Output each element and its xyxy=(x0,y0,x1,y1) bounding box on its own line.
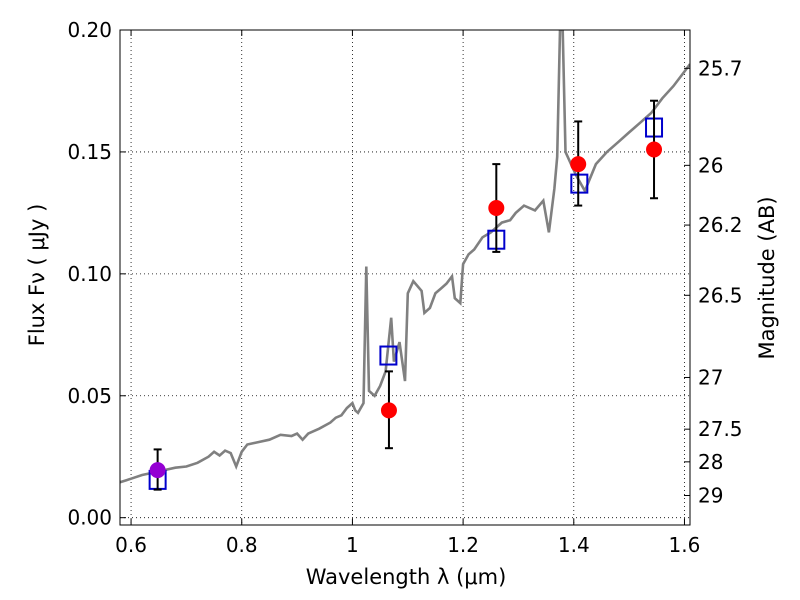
y2-tick-label: 29 xyxy=(698,483,723,507)
y-axis-label: Flux Fν ( μJy ) xyxy=(25,204,49,347)
plot-frame xyxy=(119,29,691,526)
model-spectrum-line xyxy=(120,30,690,484)
observed-photometry-point xyxy=(570,156,587,173)
y2-tick-label: 25.7 xyxy=(698,56,743,80)
y2-tick-label: 27 xyxy=(698,365,723,389)
observed-photometry-point xyxy=(646,141,663,158)
y2-tick-label: 26 xyxy=(698,153,723,177)
plot-area xyxy=(120,30,690,491)
x-tick-label: 1.2 xyxy=(447,533,479,557)
x-tick-label: 1.4 xyxy=(558,533,590,557)
x-axis-label: Wavelength λ (μm) xyxy=(306,565,507,589)
y2-tick-label: 26.5 xyxy=(698,283,743,307)
observed-photometry-point xyxy=(380,402,397,419)
y-tick-label: 0.00 xyxy=(67,506,112,530)
y-tick-label: 0.20 xyxy=(67,18,112,42)
y2-tick-label: 27.5 xyxy=(698,417,743,441)
x-tick-label: 1 xyxy=(346,533,359,557)
y2-tick-label: 26.2 xyxy=(698,213,743,237)
ticks: 0.6 0.8 1 1.2 1.4 1.6 0.00 0.05 0.10 0.15 0.20 25.7… xyxy=(67,18,742,557)
model-photometry-square xyxy=(570,173,589,194)
y-tick-label: 0.05 xyxy=(67,384,112,408)
observed-photometry-point xyxy=(488,200,505,217)
x-tick-label: 0.8 xyxy=(226,533,258,557)
x-tick-label: 1.6 xyxy=(669,533,701,557)
x-tick-label: 0.6 xyxy=(115,533,147,557)
y-tick-label: 0.15 xyxy=(67,140,112,164)
model-photometry-square xyxy=(379,345,398,366)
y-tick-label: 0.10 xyxy=(67,262,112,286)
y2-axis-label: Magnitude (AB) xyxy=(755,196,779,359)
y2-tick-label: 28 xyxy=(698,450,723,474)
optical-point xyxy=(149,462,166,479)
markers xyxy=(148,99,664,491)
grid xyxy=(120,29,690,525)
